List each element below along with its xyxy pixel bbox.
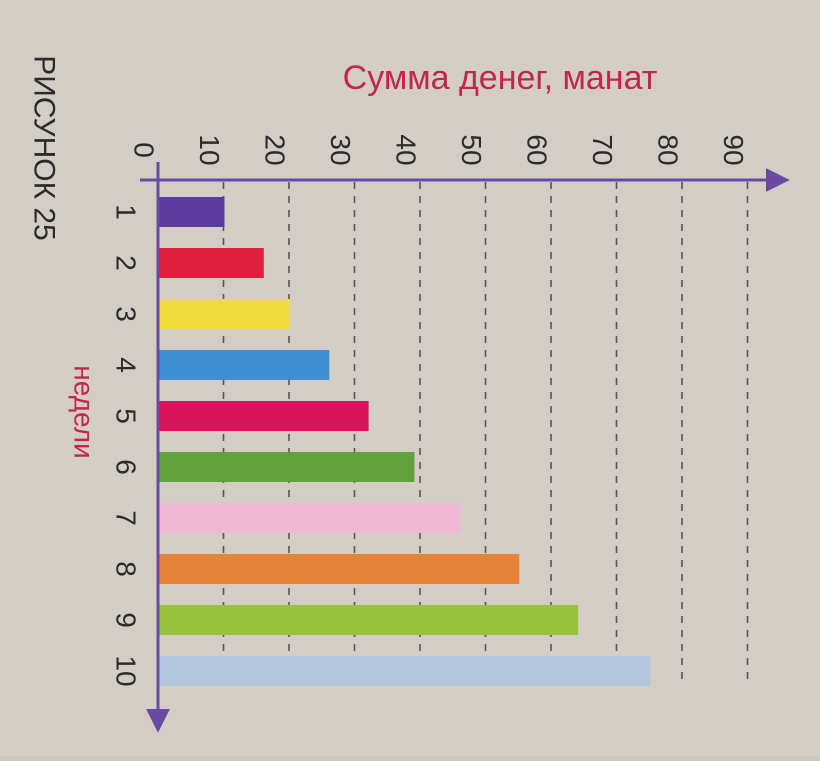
value-tick-label-20: 20 [260,134,291,165]
bar-week-9 [159,605,579,635]
category-axis-title: недели [69,365,100,458]
value-tick-label-90: 90 [718,134,749,165]
bar-week-10 [159,656,651,686]
bar-week-6 [159,452,415,482]
category-label-1: 1 [111,204,142,220]
value-tick-label-80: 80 [653,134,684,165]
value-tick-label-50: 50 [456,134,487,165]
value-tick-label-40: 40 [391,134,422,165]
category-label-8: 8 [111,561,142,577]
category-label-10: 10 [111,655,142,686]
bar-week-7 [159,503,461,533]
category-label-3: 3 [111,306,142,322]
value-tick-label-60: 60 [522,134,553,165]
bar-week-5 [159,401,369,431]
bar-week-3 [159,299,290,329]
bar-week-4 [159,350,330,380]
category-label-7: 7 [111,510,142,526]
category-label-9: 9 [111,612,142,628]
category-label-2: 2 [111,255,142,271]
bars [159,197,651,686]
value-tick-label-70: 70 [587,134,618,165]
figure-caption: РИСУНОК 25 [28,55,61,240]
category-label-5: 5 [111,408,142,424]
bar-week-1 [159,197,225,227]
value-tick-label-30: 30 [325,134,356,165]
bar-week-8 [159,554,520,584]
axes [140,162,790,733]
chart-title: Сумма денег, манат [343,59,658,97]
value-tick-label-0: 0 [129,142,160,158]
value-tick-label-10: 10 [194,134,225,165]
category-label-4: 4 [111,357,142,373]
bar-week-2 [159,248,264,278]
labels: 0 10 20 30 40 50 60 70 80 90 1 2 3 4 5 6 7 8 9 10 Сумма дене… [28,55,750,686]
category-label-6: 6 [111,459,142,475]
